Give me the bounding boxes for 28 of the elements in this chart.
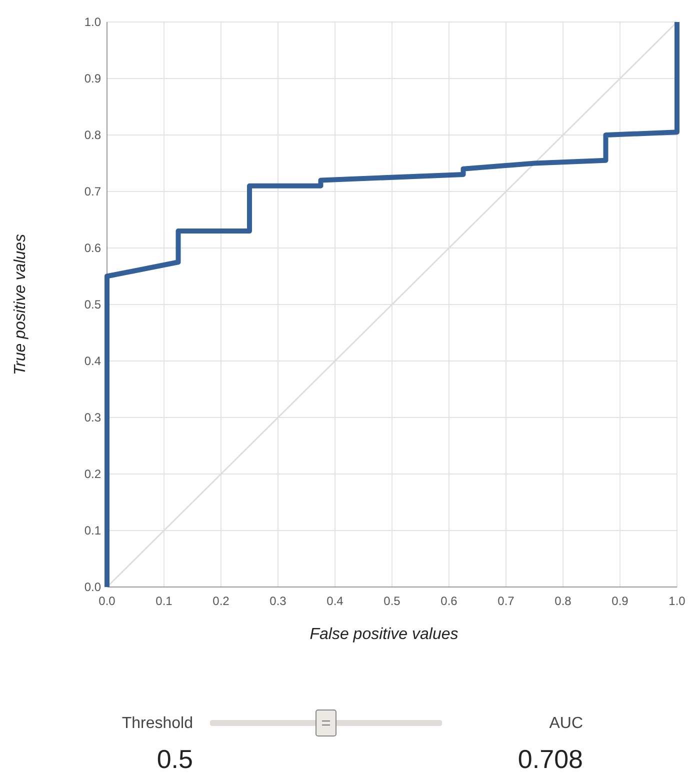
text: 0.708 (518, 744, 583, 774)
text: AUC (549, 715, 583, 732)
y-tick-label: 0.5 (84, 298, 102, 312)
y-tick-label: 0.1 (84, 524, 102, 538)
y-tick-label: 0.9 (84, 72, 102, 86)
x-tick-label: 0.4 (326, 594, 344, 608)
x-tick-label: 0.0 (98, 594, 116, 608)
x-axis-title: False positive values (310, 626, 458, 643)
y-tick-label: 0.3 (84, 410, 102, 424)
y-tick-label: 1.0 (84, 15, 102, 29)
y-tick-label: 0.6 (84, 241, 102, 255)
y-tick-label: 0.7 (84, 184, 102, 198)
x-tick-label: 0.8 (554, 594, 572, 608)
text: Threshold (122, 715, 193, 732)
x-tick-label: 0.2 (212, 594, 230, 608)
y-tick-label: 0.0 (84, 580, 102, 594)
y-tick-label: 0.8 (84, 128, 102, 142)
x-tick-label: 1.0 (668, 594, 686, 608)
text: 0.5 (156, 744, 193, 774)
y-tick-label: 0.2 (84, 467, 102, 481)
y-tick-label: 0.4 (84, 354, 102, 368)
y-axis-title: True positive values (12, 234, 29, 376)
x-tick-label: 0.1 (156, 594, 173, 608)
x-tick-label: 0.9 (612, 594, 629, 608)
x-tick-label: 0.3 (270, 594, 287, 608)
x-tick-label: 0.6 (440, 594, 458, 608)
x-tick-label: 0.7 (498, 594, 515, 608)
x-tick-label: 0.5 (384, 594, 401, 608)
